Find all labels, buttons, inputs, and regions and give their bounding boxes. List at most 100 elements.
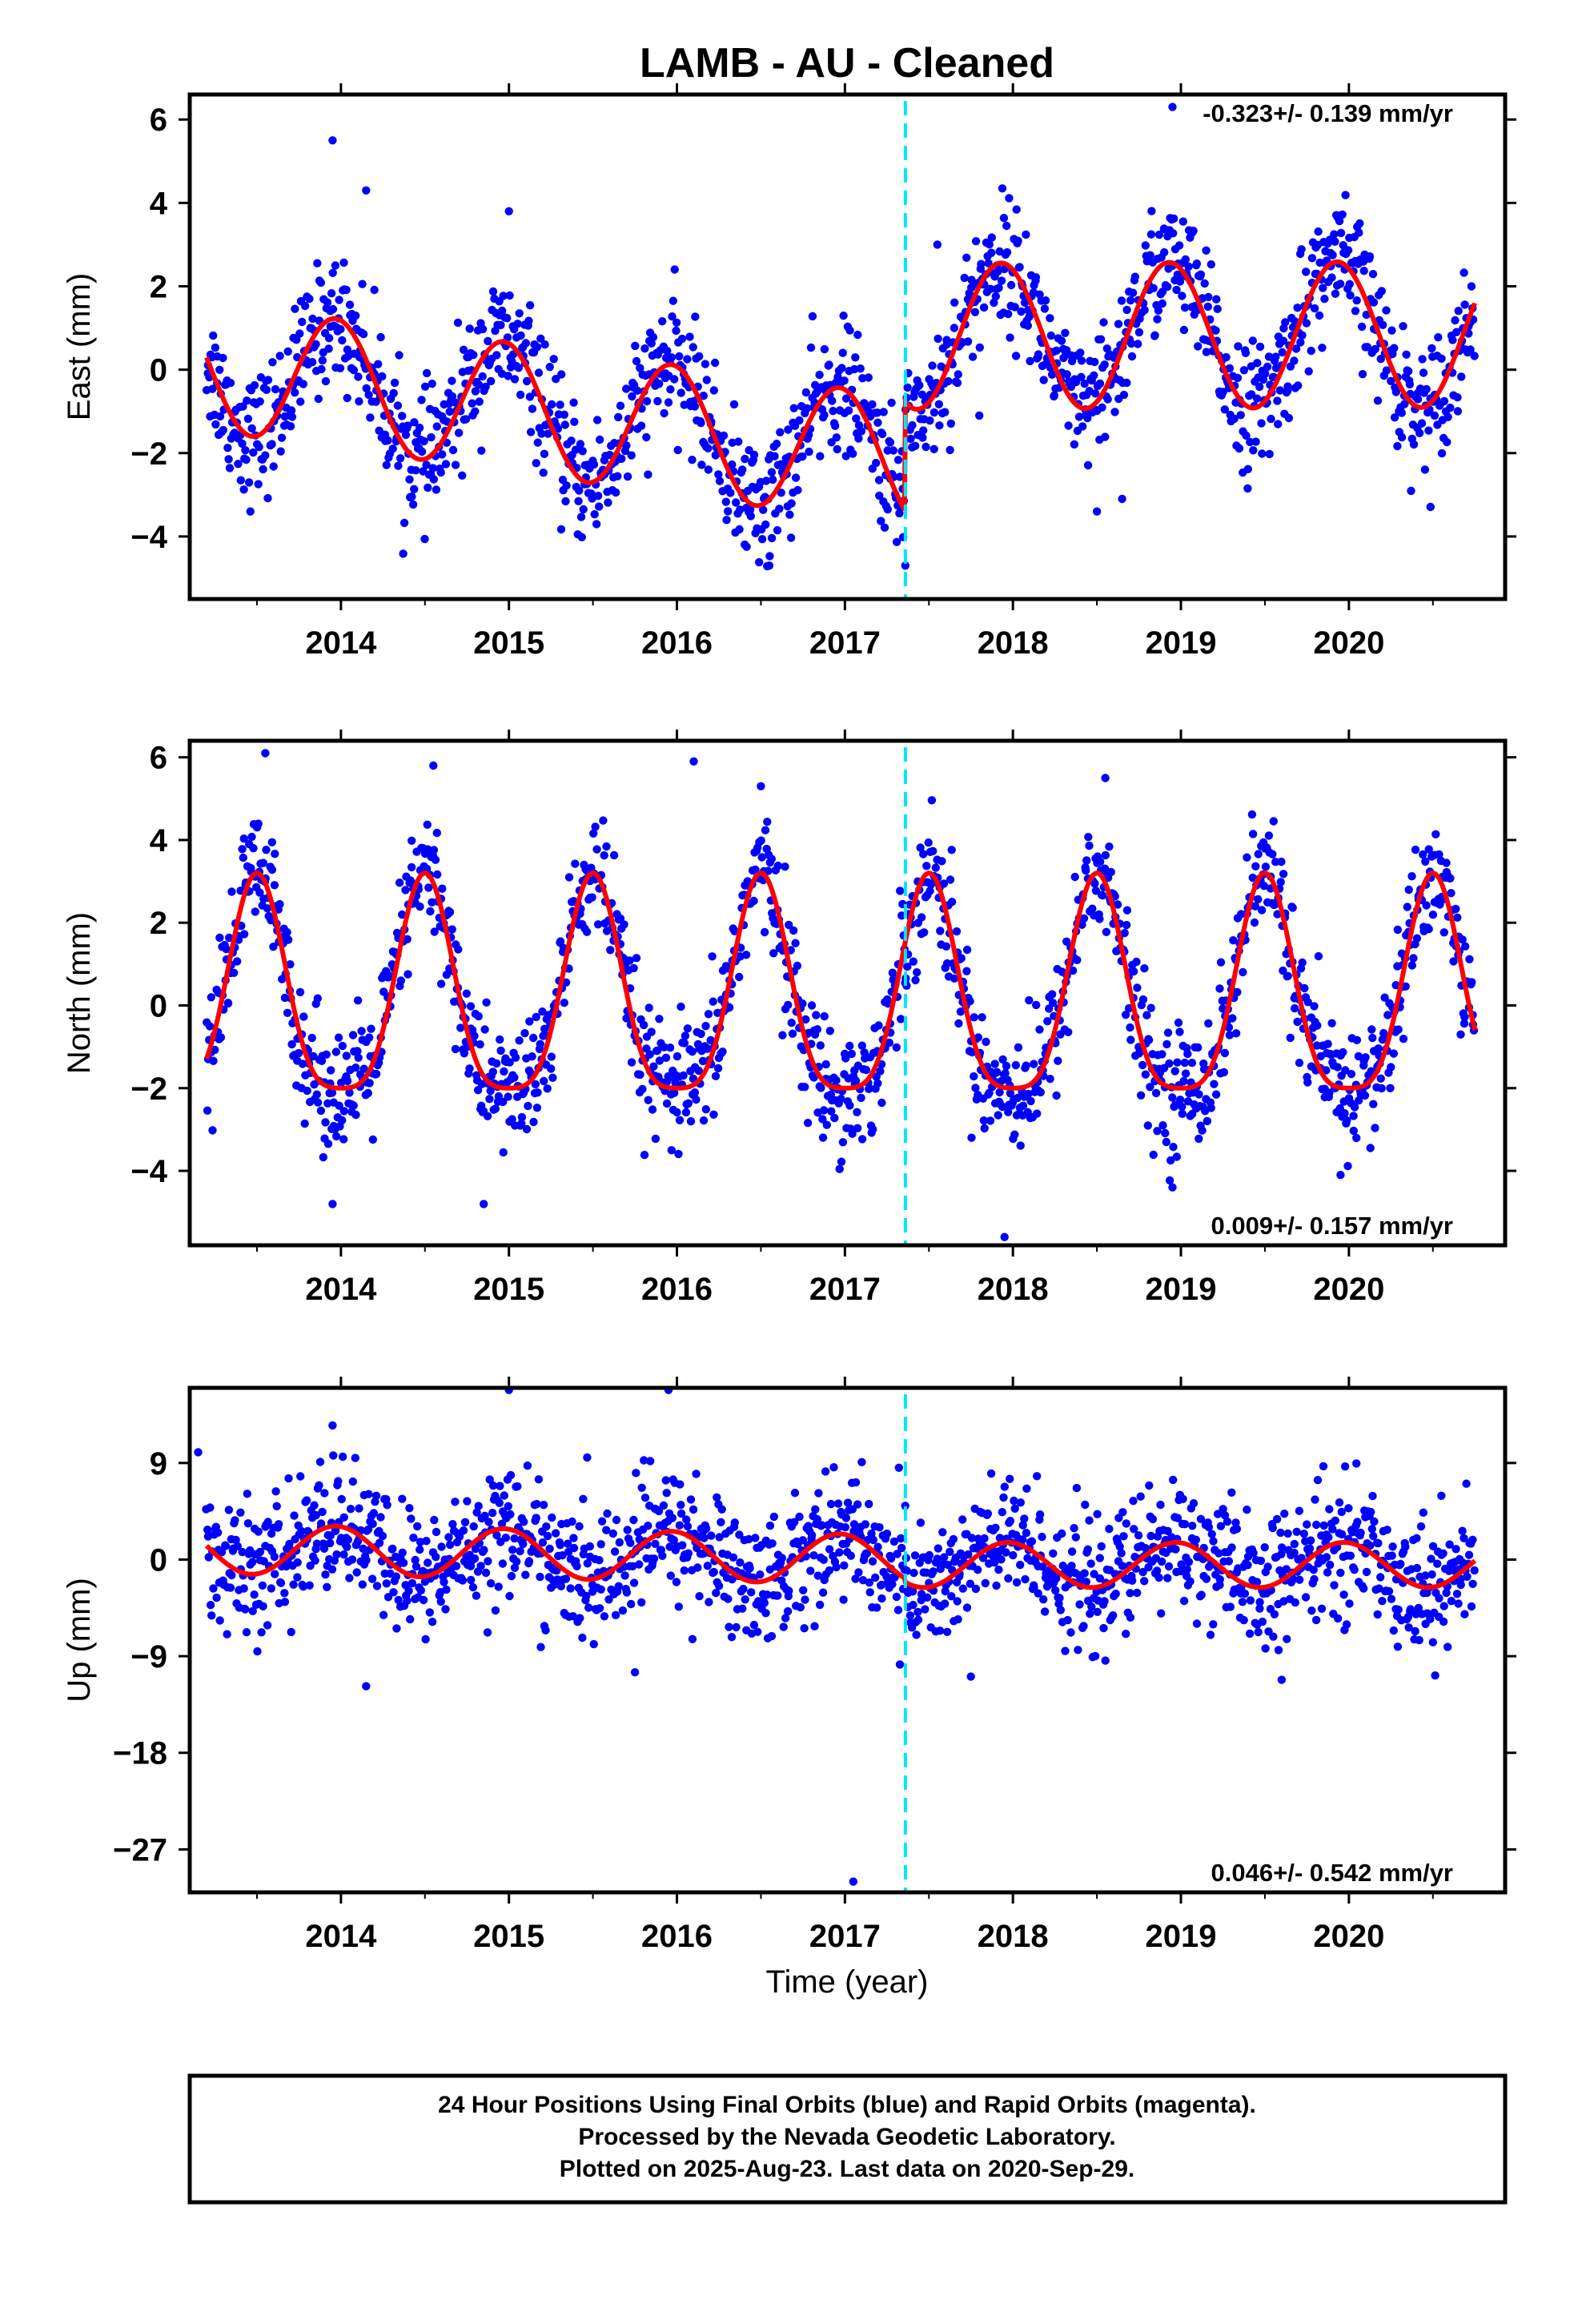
data-point — [255, 443, 263, 452]
y-axis-label: North (mm) — [62, 912, 97, 1074]
data-point — [712, 1588, 721, 1598]
x-tick-label: 2015 — [473, 1919, 544, 1954]
data-point — [1055, 1594, 1064, 1602]
data-point — [454, 945, 463, 954]
data-point — [568, 1517, 576, 1526]
data-point — [1350, 1565, 1359, 1574]
data-point — [1461, 942, 1470, 951]
data-point — [1006, 1089, 1015, 1098]
data-point — [919, 850, 928, 858]
data-point — [1204, 1522, 1214, 1532]
data-point — [1209, 1620, 1218, 1629]
data-point — [1129, 1497, 1138, 1506]
data-point — [1026, 356, 1034, 366]
data-point — [725, 1003, 734, 1012]
data-point — [1140, 964, 1149, 973]
data-point — [1470, 1566, 1479, 1575]
data-point-outlier — [1168, 1183, 1177, 1192]
data-point — [789, 926, 798, 935]
data-point — [480, 1546, 488, 1554]
data-point — [1081, 1500, 1090, 1510]
data-point — [1263, 362, 1272, 372]
data-point — [795, 416, 804, 425]
data-point — [1330, 230, 1339, 239]
data-point — [596, 1585, 605, 1594]
data-point — [609, 850, 619, 860]
data-point — [290, 1511, 299, 1520]
data-point — [632, 386, 642, 395]
data-point — [1066, 1628, 1075, 1637]
y-tick-label: 2 — [150, 270, 167, 305]
data-point — [474, 1011, 483, 1021]
data-point — [820, 411, 829, 420]
data-point — [239, 834, 248, 843]
data-point — [1016, 1560, 1025, 1570]
data-point — [735, 525, 744, 534]
data-point — [1252, 1578, 1262, 1586]
data-point — [1394, 1025, 1403, 1034]
data-point — [1157, 1609, 1166, 1618]
data-point — [1141, 1070, 1150, 1079]
velocity-text: 0.009+/- 0.157 mm/yr — [1211, 1212, 1453, 1240]
data-point — [538, 1007, 547, 1016]
data-point — [699, 1116, 709, 1125]
data-point — [801, 388, 810, 397]
data-point — [363, 1525, 373, 1534]
data-point — [1086, 1559, 1095, 1568]
data-point — [1439, 1549, 1447, 1558]
data-point — [419, 1595, 428, 1605]
data-point — [433, 870, 442, 879]
data-point — [1268, 1523, 1277, 1533]
data-point — [1074, 412, 1084, 421]
data-point — [698, 1056, 708, 1066]
data-point — [1336, 1568, 1345, 1578]
data-point — [295, 329, 304, 338]
data-point — [517, 1112, 527, 1122]
data-point — [1337, 1530, 1347, 1539]
data-point — [819, 1106, 829, 1115]
data-point — [851, 1076, 861, 1085]
data-point — [800, 1624, 809, 1633]
data-point — [1460, 268, 1468, 277]
data-point — [221, 1542, 231, 1550]
data-point — [730, 1518, 739, 1527]
data-point — [1420, 465, 1430, 474]
data-point — [523, 1462, 532, 1470]
data-point — [1462, 1479, 1471, 1488]
data-point — [682, 1515, 691, 1524]
data-point — [655, 1056, 665, 1065]
data-point — [1396, 1559, 1405, 1569]
data-point — [488, 1509, 497, 1518]
data-point — [926, 416, 934, 425]
data-point — [995, 1088, 1004, 1097]
data-point — [1026, 1096, 1035, 1106]
data-point — [357, 1027, 366, 1035]
data-point — [785, 510, 794, 519]
data-point — [970, 1013, 978, 1022]
data-point — [269, 943, 278, 951]
data-point — [267, 865, 277, 875]
data-point — [683, 355, 692, 364]
data-point — [1322, 1553, 1331, 1562]
data-point — [991, 1523, 1000, 1533]
data-point — [801, 1595, 809, 1604]
data-point — [667, 1146, 676, 1155]
data-point — [1163, 1028, 1173, 1037]
data-point — [941, 1599, 950, 1608]
data-point — [735, 1530, 744, 1539]
data-point — [732, 1622, 741, 1632]
data-point — [1080, 1569, 1089, 1578]
data-point — [913, 1615, 923, 1624]
data-point — [308, 314, 317, 324]
data-point — [986, 1469, 996, 1478]
data-point — [368, 1519, 377, 1529]
data-point — [404, 1586, 413, 1595]
data-point — [1166, 1156, 1175, 1165]
data-point — [871, 1573, 880, 1582]
data-point — [1273, 396, 1282, 405]
data-point — [767, 468, 777, 476]
data-point — [714, 470, 723, 479]
data-point — [1175, 1027, 1184, 1036]
data-point — [1283, 1529, 1292, 1538]
data-point-outlier — [849, 1877, 858, 1886]
